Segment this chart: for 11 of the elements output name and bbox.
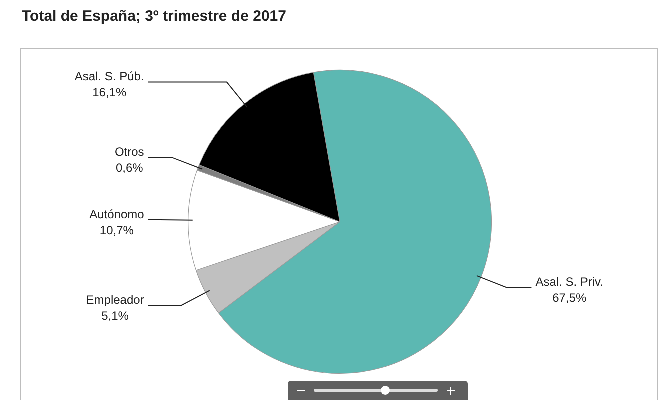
slice-label: Autónomo: [90, 207, 145, 222]
slice-label: Empleador: [86, 293, 144, 308]
data-label: 10,7%: [100, 223, 134, 238]
data-label: 67,5%: [552, 291, 587, 306]
data-label: 16,1%: [92, 86, 127, 100]
data-label: 0,6%: [116, 161, 144, 176]
slice-label: Otros: [114, 145, 144, 160]
data-label: 5,1%: [102, 309, 130, 324]
chart-title: Total de España; 3º trimestre de 2017: [22, 8, 286, 25]
slice-label: Asal. S. Púb.: [74, 70, 144, 84]
slice-label: Asal. S. Priv.: [536, 275, 604, 290]
